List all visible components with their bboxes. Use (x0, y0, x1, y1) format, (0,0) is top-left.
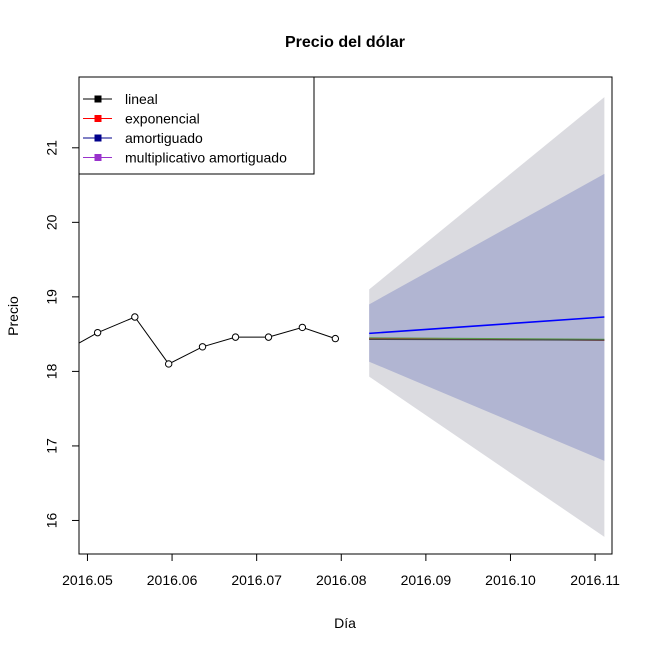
history-point (264, 333, 273, 341)
y-tick-label: 17 (44, 438, 60, 454)
y-axis: 16 17 18 19 20 21 (44, 140, 79, 528)
x-tick-label: 2016.11 (570, 572, 620, 588)
legend-label: lineal (125, 91, 158, 107)
x-tick-label: 2016.05 (62, 572, 113, 588)
history-series (78, 313, 340, 368)
history-point (298, 323, 307, 332)
chart-title: Precio del dólar (285, 34, 405, 51)
legend: lineal exponencial amortiguado multiplicati… (78, 76, 315, 175)
history-point (164, 360, 173, 368)
plot-frame (78, 76, 613, 555)
band-inner (369, 173, 605, 461)
legend-label: multiplicativo amortiguado (125, 150, 287, 166)
legend-marker (94, 115, 102, 122)
x-tick-label: 2016.10 (485, 572, 536, 588)
x-tick-label: 2016.08 (316, 572, 367, 588)
history-point (131, 313, 139, 321)
x-tick-label: 2016.07 (231, 572, 282, 588)
x-tick-label: 2016.06 (147, 572, 198, 588)
x-tick-label: 2016.09 (401, 572, 452, 588)
legend-box (78, 76, 315, 175)
confidence-bands (369, 97, 605, 537)
legend-marker (94, 95, 102, 103)
series-line-amortiguado (369, 316, 605, 335)
history-line (78, 316, 336, 365)
series-line-lineal (369, 338, 605, 341)
legend-label: amortiguado (125, 130, 203, 146)
y-tick-label: 21 (44, 140, 60, 156)
legend-marker (94, 134, 102, 142)
history-point (331, 334, 340, 343)
y-axis-label: Precio (5, 296, 21, 336)
y-tick-label: 20 (44, 214, 60, 230)
y-tick-label: 16 (44, 512, 60, 528)
legend-label: exponencial (125, 111, 200, 127)
history-point (198, 343, 207, 351)
history-point (231, 333, 240, 341)
legend-marker (94, 154, 102, 161)
y-tick-label: 18 (44, 363, 60, 379)
forecast-series (369, 316, 605, 341)
x-axis-label: Día (334, 615, 356, 631)
x-axis: 2016.05 2016.06 2016.07 2016.08 2016.09 2016.… (62, 554, 620, 588)
y-tick-label: 19 (44, 289, 60, 305)
series-line-multiplicativo-amortiguado (369, 337, 605, 340)
history-point (93, 328, 102, 337)
